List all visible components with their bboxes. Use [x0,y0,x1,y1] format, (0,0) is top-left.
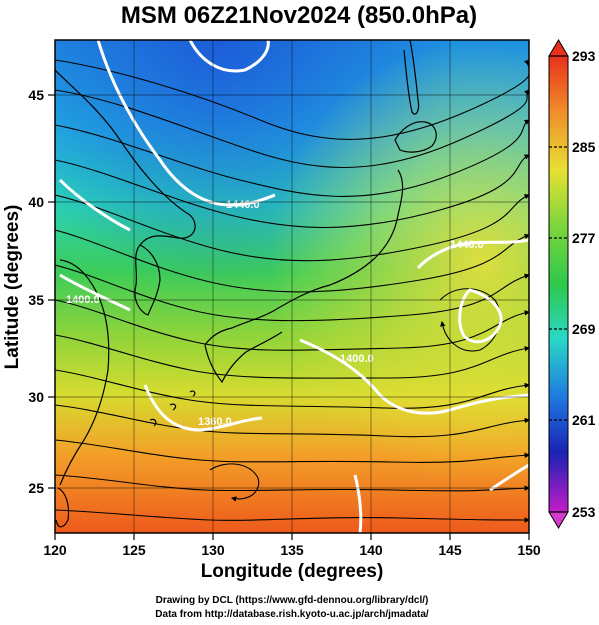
x-tick-label: 145 [438,542,462,558]
contour-label-1440-north: 1440.0 [226,199,260,211]
figure-title: MSM 06Z21Nov2024 (850.0hPa) [121,2,477,29]
colorbar-tick-label: 269 [572,321,596,337]
y-tick-label: 30 [28,389,44,405]
y-tick-labels: 25 30 35 40 45 [28,87,44,496]
contour-label-1400-central: 1400.0 [340,353,374,365]
x-axis-label: Longitude (degrees) [201,561,384,582]
colorbar-tick-label: 277 [572,230,596,246]
x-tick-label: 140 [359,542,383,558]
contour-label-1360: 1360.0 [198,416,232,428]
height-contours [58,40,529,533]
y-tick-label: 40 [28,194,44,210]
credit-drawing: Drawing by DCL (https://www.gfd-dennou.o… [156,595,429,606]
x-tick-label: 125 [122,542,146,558]
y-tick-label: 25 [28,480,44,496]
y-axis-label: Latitude (degrees) [2,205,23,370]
colorbar-tick-label: 285 [572,139,596,155]
x-tick-label: 135 [280,542,304,558]
colorbar-scale [548,55,569,513]
colorbar-tick-label: 261 [572,412,596,428]
coastlines [55,40,437,528]
axis-ticks [48,94,530,540]
credit-data-source: Data from http://database.rish.kyoto-u.a… [155,609,429,620]
x-tick-labels: 120 125 130 135 140 145 150 [43,542,541,558]
colorbar-tick-label: 253 [572,504,596,520]
x-tick-label: 120 [43,542,67,558]
contour-label-1440-east: 1440.0 [450,239,484,251]
graticule [55,40,529,533]
colorbar-tick-label: 293 [572,48,596,64]
y-tick-label: 45 [28,87,44,103]
wind-streamlines [55,59,529,523]
colorbar-max-arrow [548,39,569,57]
x-tick-label: 150 [517,542,541,558]
y-tick-label: 35 [28,292,44,308]
colorbar: 293 285 277 269 261 253 [548,39,596,529]
x-tick-label: 130 [201,542,225,558]
plot-area: 1440.0 1440.0 1400.0 1400.0 1360.0 [55,40,529,533]
colorbar-min-arrow [548,511,569,529]
